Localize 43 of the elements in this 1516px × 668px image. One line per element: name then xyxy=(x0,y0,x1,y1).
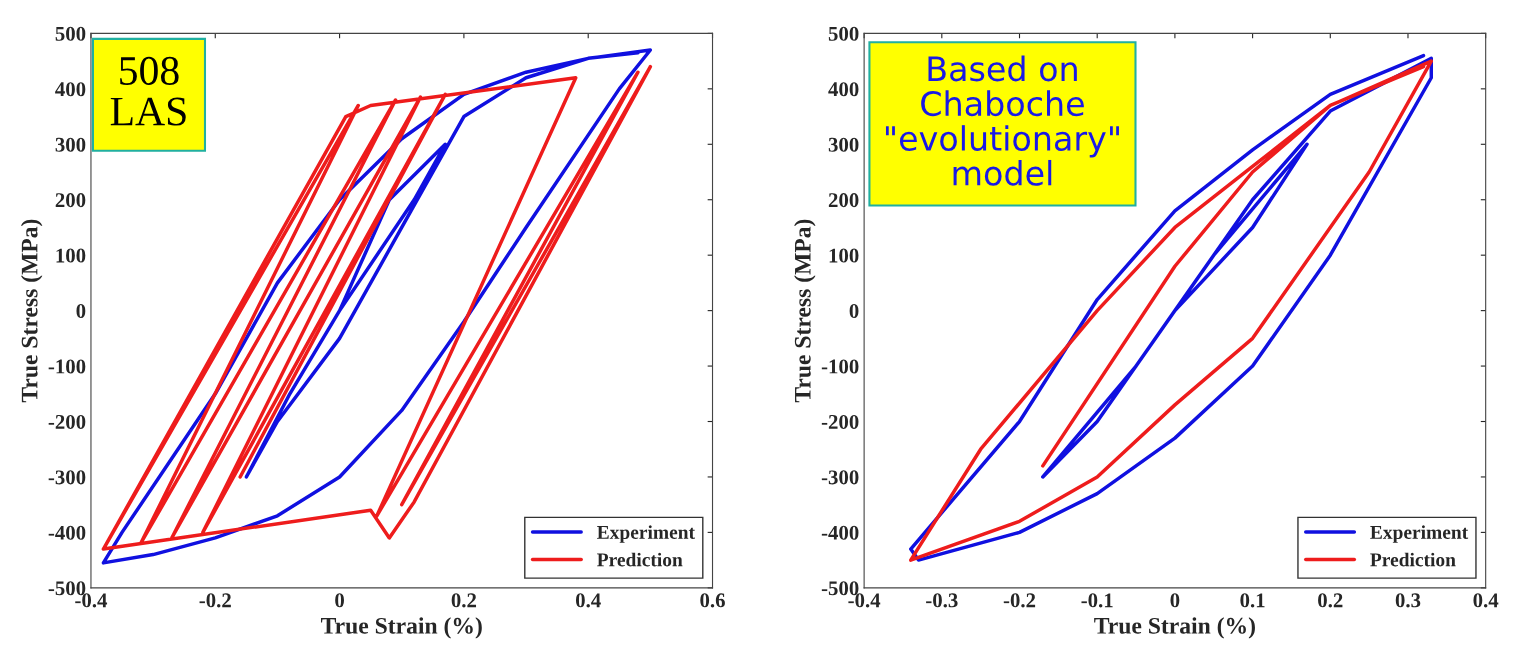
x-tick-label: 0 xyxy=(1170,593,1180,608)
x-tick-label: 0.4 xyxy=(1473,593,1499,608)
legend-label: Experiment xyxy=(1370,525,1469,543)
x-tick-label: -0.2 xyxy=(1003,593,1036,608)
x-tick-label: 0.2 xyxy=(451,593,477,608)
y-tick-label: -400 xyxy=(48,525,86,540)
x-axis-title: True Strain (%) xyxy=(321,617,482,639)
x-tick-label: 0.1 xyxy=(1240,593,1265,608)
annotation: Based on Chaboche "evolutionary" model xyxy=(885,55,1119,186)
y-tick-label: -400 xyxy=(821,525,859,540)
y-tick-label: 0 xyxy=(76,303,86,319)
x-tick-label: 0.4 xyxy=(575,593,601,608)
y-tick-label: -200 xyxy=(821,414,859,429)
y-tick-label: 500 xyxy=(55,26,86,41)
y-tick-label: 300 xyxy=(55,137,86,152)
y-tick-label: 100 xyxy=(829,248,859,263)
legend-label: Experiment xyxy=(597,525,695,543)
x-axis-title: True Strain (%) xyxy=(1094,617,1255,639)
x-tick-label: -0.1 xyxy=(1081,593,1113,608)
y-tick-label: 400 xyxy=(55,82,86,97)
x-tick-label: 0.2 xyxy=(1318,593,1343,608)
annotation: 508 LAS xyxy=(110,56,186,126)
y-tick-label: 400 xyxy=(828,82,859,97)
y-tick-label: -300 xyxy=(821,470,859,485)
legend-label: Prediction xyxy=(1370,552,1456,567)
y-tick-label: 200 xyxy=(55,193,86,208)
y-axis-title: True Stress (MPa) xyxy=(794,219,816,403)
x-tick-label: -0.2 xyxy=(199,593,231,608)
y-tick-label: -100 xyxy=(821,359,859,374)
legend-label: Prediction xyxy=(597,552,683,567)
y-tick-label: 500 xyxy=(828,26,859,41)
y-axis-title: True Stress (MPa) xyxy=(20,219,43,403)
y-tick-label: -100 xyxy=(48,359,86,374)
x-tick-label: 0.3 xyxy=(1395,593,1421,608)
y-tick-label: 300 xyxy=(828,137,859,152)
y-tick-label: 100 xyxy=(56,248,86,263)
y-tick-label: 0 xyxy=(849,303,859,319)
y-tick-label: -200 xyxy=(48,414,86,429)
y-tick-label: 200 xyxy=(828,193,859,208)
x-tick-label: 0.6 xyxy=(700,593,725,608)
x-tick-label: -0.3 xyxy=(926,593,958,608)
x-tick-label: 0 xyxy=(335,593,344,608)
y-tick-label: -300 xyxy=(48,470,86,485)
